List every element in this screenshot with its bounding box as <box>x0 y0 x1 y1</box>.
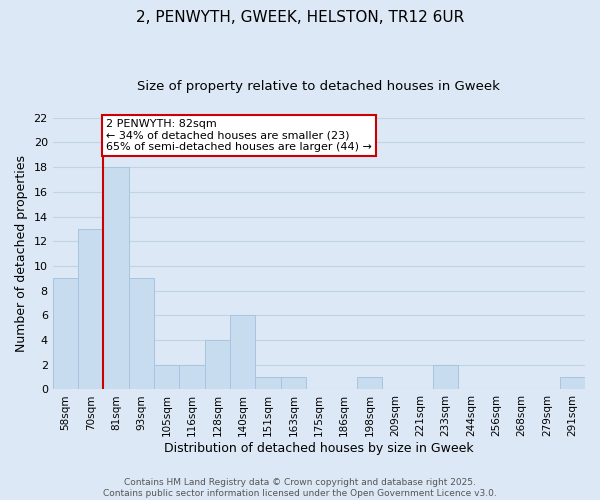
Bar <box>560 377 585 390</box>
Bar <box>129 278 154 390</box>
Text: 2 PENWYTH: 82sqm
← 34% of detached houses are smaller (23)
65% of semi-detached : 2 PENWYTH: 82sqm ← 34% of detached house… <box>106 119 372 152</box>
Bar <box>53 278 78 390</box>
Bar <box>281 377 306 390</box>
Bar <box>256 377 281 390</box>
Bar <box>103 167 129 390</box>
Bar <box>154 365 179 390</box>
Bar <box>78 229 103 390</box>
Bar <box>179 365 205 390</box>
Text: 2, PENWYTH, GWEEK, HELSTON, TR12 6UR: 2, PENWYTH, GWEEK, HELSTON, TR12 6UR <box>136 10 464 25</box>
Bar <box>205 340 230 390</box>
Bar <box>357 377 382 390</box>
X-axis label: Distribution of detached houses by size in Gweek: Distribution of detached houses by size … <box>164 442 473 455</box>
Bar <box>230 316 256 390</box>
Y-axis label: Number of detached properties: Number of detached properties <box>15 155 28 352</box>
Bar <box>433 365 458 390</box>
Title: Size of property relative to detached houses in Gweek: Size of property relative to detached ho… <box>137 80 500 93</box>
Text: Contains HM Land Registry data © Crown copyright and database right 2025.
Contai: Contains HM Land Registry data © Crown c… <box>103 478 497 498</box>
